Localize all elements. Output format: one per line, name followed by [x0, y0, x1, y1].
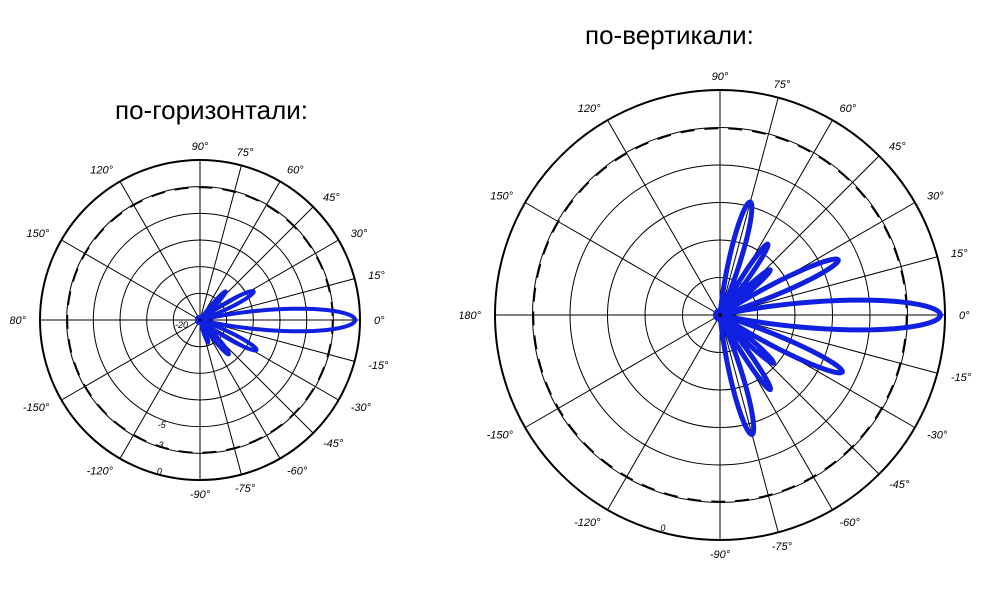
- angle-label: 75°: [774, 79, 791, 91]
- angle-label: -45°: [323, 438, 344, 450]
- grid-spoke: [61, 320, 200, 400]
- angle-label: 60°: [840, 103, 857, 115]
- angle-label: -60°: [287, 466, 308, 478]
- scale-label: -3: [155, 440, 163, 450]
- angle-label: 90°: [192, 141, 209, 153]
- angle-label: -60°: [840, 517, 861, 529]
- angle-label: 15°: [951, 248, 968, 260]
- angle-label: 180°: [10, 315, 27, 327]
- angle-label: 75°: [237, 147, 254, 159]
- scale-label: -20: [175, 320, 188, 330]
- angle-label: 30°: [351, 228, 368, 240]
- title-vertical: по-вертикали:: [585, 20, 754, 51]
- polar-chart-vertical: 0° 15° 30° 45° 60° 75° 90° 120° 150° 180° -150° -12…: [460, 55, 980, 575]
- polar-svg-vertical: 0° 15° 30° 45° 60° 75° 90° 120° 150° 180° -150° -12…: [460, 55, 980, 575]
- scale-label: -5: [158, 420, 167, 430]
- angle-label: 0°: [374, 315, 385, 327]
- angle-label: 150°: [27, 228, 50, 240]
- grid-spoke: [120, 181, 200, 320]
- angle-label: -30°: [351, 402, 372, 414]
- angle-label: -120°: [87, 466, 114, 478]
- angle-label: -75°: [235, 483, 256, 495]
- angle-label: -15°: [368, 360, 389, 372]
- angle-label: 60°: [287, 164, 304, 176]
- angle-label: -90°: [190, 489, 211, 501]
- grid-spoke: [525, 315, 720, 428]
- angle-label: -150°: [487, 430, 514, 442]
- angle-label: -90°: [710, 549, 731, 561]
- angle-label: 15°: [368, 270, 385, 282]
- scale-label: 0: [660, 523, 665, 533]
- angle-label: 180°: [460, 310, 482, 322]
- polar-chart-horizontal: 0° 15° 30° 45° 60° 75° 90° 120° 150° 180° -150° -12…: [10, 130, 390, 510]
- angle-label: 45°: [889, 141, 906, 153]
- angle-label: 150°: [490, 191, 513, 203]
- angle-label: -150°: [23, 402, 50, 414]
- angle-label: -120°: [574, 517, 601, 529]
- title-horizontal: по-горизонтали:: [115, 95, 308, 126]
- grid-spoke: [200, 320, 280, 459]
- angle-label: 90°: [712, 71, 729, 83]
- angle-label: -30°: [927, 430, 948, 442]
- angle-label: -15°: [951, 372, 972, 384]
- polar-svg-horizontal: 0° 15° 30° 45° 60° 75° 90° 120° 150° 180° -150° -12…: [10, 130, 390, 510]
- grid-spoke: [200, 181, 280, 320]
- angle-label: 45°: [323, 192, 340, 204]
- angle-label: -75°: [772, 541, 793, 553]
- grid-spoke: [120, 320, 200, 459]
- grid-spoke: [608, 120, 721, 315]
- angle-label: -45°: [889, 479, 910, 491]
- scale-label: 0: [157, 467, 162, 477]
- grid-spoke: [61, 240, 200, 320]
- angle-label: 120°: [578, 103, 601, 115]
- grid-spoke: [608, 315, 721, 510]
- grid-spoke: [525, 203, 720, 316]
- angle-label: 120°: [90, 164, 113, 176]
- angle-label: 30°: [927, 191, 944, 203]
- angle-label: 0°: [959, 310, 970, 322]
